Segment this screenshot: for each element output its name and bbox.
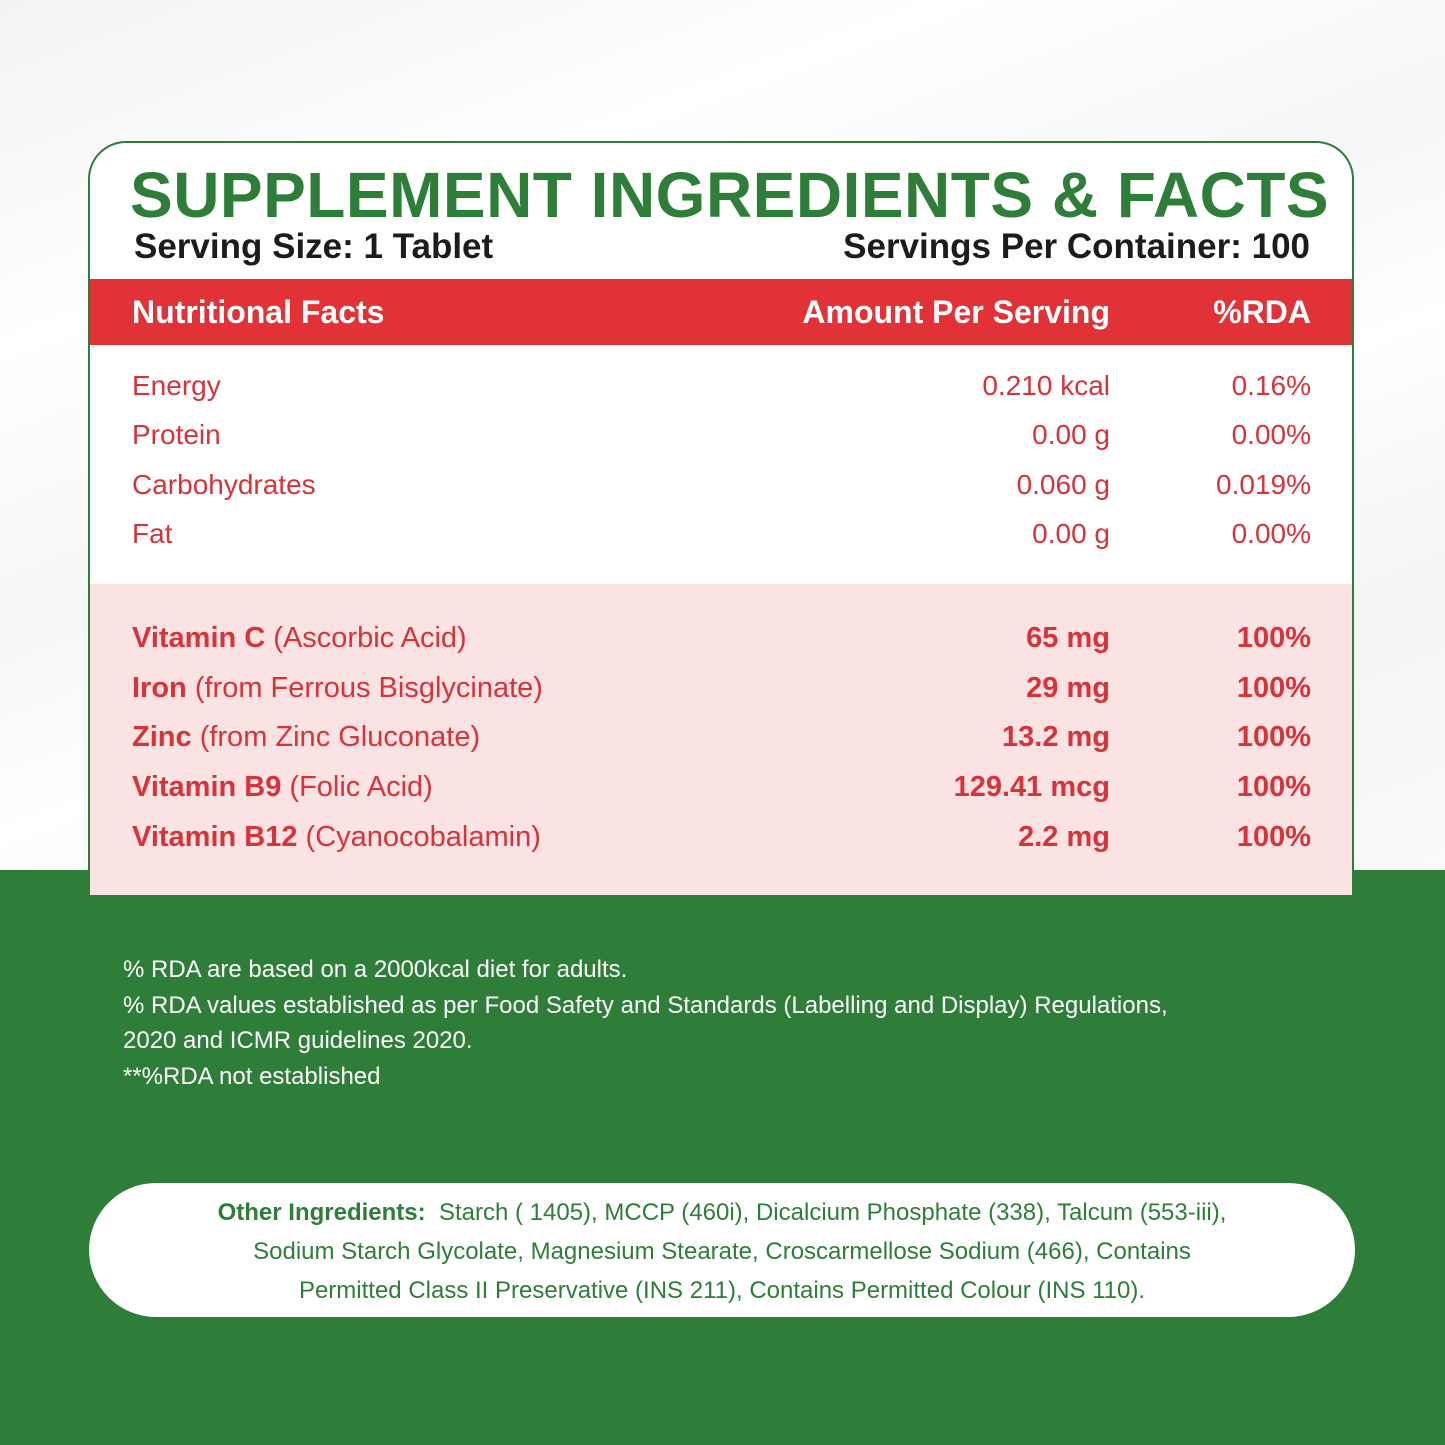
table-row: Iron (from Ferrous Bisglycinate) 29 mg 1… — [90, 664, 1352, 712]
nutrient-amount: 0.00 g — [1032, 518, 1110, 549]
header-amount: Amount Per Serving — [802, 294, 1110, 330]
vitamin-name: Vitamin C (Ascorbic Acid) — [132, 614, 467, 662]
vitamin-rda: 100% — [1236, 672, 1311, 704]
vitamin-source: (Cyanocobalamin) — [305, 821, 541, 853]
vitamin-name: Vitamin B9 (Folic Acid) — [132, 763, 433, 811]
nutrient-name: Fat — [132, 518, 173, 549]
vitamin-source: (from Zinc Gluconate) — [199, 721, 481, 753]
vitamin-name: Vitamin B12 (Cyanocobalamin) — [132, 813, 541, 861]
header-nutritional-facts: Nutritional Facts — [132, 294, 385, 330]
vitamin-rda: 100% — [1236, 622, 1311, 654]
vitamin-label: Zinc — [132, 721, 192, 753]
table-row: Vitamin B12 (Cyanocobalamin) 2.2 mg 100% — [90, 813, 1352, 861]
vitamin-source: (from Ferrous Bisglycinate) — [194, 672, 543, 704]
nutrient-rda: 0.16% — [1231, 370, 1311, 401]
page-title: SUPPLEMENT INGREDIENTS & FACTS — [130, 159, 1330, 231]
vitamin-amount: 13.2 mg — [1002, 721, 1110, 753]
vitamin-amount: 2.2 mg — [1018, 821, 1110, 853]
other-ingredients-line: Other Ingredients: Starch ( 1405), MCCP … — [149, 1193, 1295, 1232]
other-ingredients-label: Other Ingredients: — [217, 1199, 426, 1226]
nutrient-name: Energy — [132, 370, 221, 401]
vitamin-source: (Folic Acid) — [289, 771, 433, 803]
note-line: **%RDA not established — [123, 1062, 381, 1090]
vitamin-amount: 65 mg — [1026, 622, 1110, 654]
table-row: Fat 0.00 g 0.00% — [90, 511, 1352, 557]
vitamin-rda: 100% — [1236, 821, 1311, 853]
nutrient-amount: 0.210 kcal — [982, 370, 1110, 401]
facts-card: SUPPLEMENT INGREDIENTS & FACTS Serving S… — [88, 141, 1354, 895]
vitamin-label: Vitamin C — [132, 622, 266, 654]
table-row: Carbohydrates 0.060 g 0.019% — [90, 462, 1352, 508]
nutrient-name: Protein — [132, 419, 221, 450]
other-ingredients-box: Other Ingredients: Starch ( 1405), MCCP … — [89, 1183, 1355, 1317]
vitamin-amount: 129.41 mcg — [953, 771, 1110, 803]
vitamin-source: (Ascorbic Acid) — [273, 622, 467, 654]
table-row: Zinc (from Zinc Gluconate) 13.2 mg 100% — [90, 713, 1352, 761]
servings-per-container: Servings Per Container: 100 — [843, 227, 1310, 266]
vitamin-rda: 100% — [1236, 721, 1311, 753]
note-line: 2020 and ICMR guidelines 2020. — [123, 1027, 473, 1054]
vitamin-rda: 100% — [1236, 771, 1311, 803]
vitamin-label: Iron — [132, 672, 187, 704]
vitamin-section: Vitamin C (Ascorbic Acid) 65 mg 100% Iro… — [90, 584, 1352, 895]
table-row: Vitamin B9 (Folic Acid) 129.41 mcg 100% — [90, 763, 1352, 811]
vitamin-name: Iron (from Ferrous Bisglycinate) — [132, 664, 543, 712]
other-ingredients-line: Sodium Starch Glycolate, Magnesium Stear… — [253, 1238, 1191, 1265]
nutrient-rda: 0.00% — [1231, 419, 1311, 450]
note-line: % RDA values established as per Food Saf… — [123, 991, 1168, 1019]
other-ingredients-text: Starch ( 1405), MCCP (460i), Dicalcium P… — [438, 1199, 1227, 1226]
table-row: Protein 0.00 g 0.00% — [90, 412, 1352, 458]
table-header: Nutritional Facts Amount Per Serving %RD… — [90, 279, 1352, 345]
table-row: Vitamin C (Ascorbic Acid) 65 mg 100% — [90, 614, 1352, 662]
serving-size: Serving Size: 1 Tablet — [134, 227, 494, 266]
nutrient-name: Carbohydrates — [132, 469, 316, 500]
rda-notes: % RDA are based on a 2000kcal diet for a… — [123, 952, 1343, 1094]
vitamin-name: Zinc (from Zinc Gluconate) — [132, 713, 480, 761]
vitamin-amount: 29 mg — [1026, 672, 1110, 704]
table-row: Energy 0.210 kcal 0.16% — [90, 363, 1352, 409]
background-bottom — [0, 870, 1445, 1445]
nutrient-amount: 0.060 g — [1016, 469, 1110, 500]
note-line: % RDA are based on a 2000kcal diet for a… — [123, 956, 628, 983]
nutrient-amount: 0.00 g — [1032, 419, 1110, 450]
vitamin-label: Vitamin B9 — [132, 771, 282, 803]
vitamin-label: Vitamin B12 — [132, 821, 298, 853]
nutrient-rda: 0.00% — [1231, 518, 1311, 549]
other-ingredients-line: Permitted Class II Preservative (INS 211… — [298, 1277, 1146, 1304]
header-rda: %RDA — [1213, 294, 1311, 330]
nutrient-rda: 0.019% — [1216, 469, 1311, 500]
